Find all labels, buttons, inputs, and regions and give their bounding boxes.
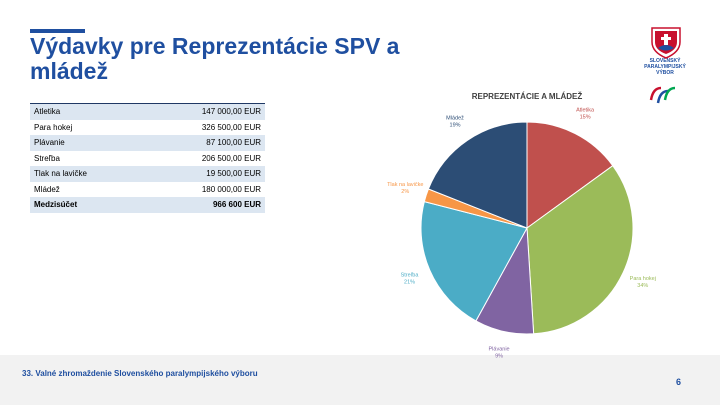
table-cell: Plávanie <box>34 138 65 148</box>
table-cell: Atletika <box>34 107 61 117</box>
slice-label: Atletika <box>576 107 595 113</box>
agitos <box>649 86 676 104</box>
slice-label: Para hokej <box>630 276 656 282</box>
table-row: Medzisúčet 966 600 EUR <box>30 197 265 213</box>
slice-value-label: 19% <box>450 123 461 129</box>
pie-slice <box>526 164 634 335</box>
table-row: Mládež 180 000,00 EUR <box>30 182 265 198</box>
table-row: Plávanie 87 100,00 EUR <box>30 135 265 151</box>
table-cell: Mládež <box>34 184 60 194</box>
chart-title: REPREZENTÁCIE A MLÁDEŽ <box>472 92 583 101</box>
pie-slice <box>427 121 528 229</box>
table-row: Atletika 147 000,00 EUR <box>30 103 265 120</box>
table-cell: Medzisúčet <box>34 200 78 210</box>
logo-line: VÝBOR <box>656 70 674 76</box>
slice-value-label: 9% <box>495 353 503 359</box>
logo-text: SLOVENSKÝ PARALYMPIJSKÝ VÝBOR <box>640 58 690 76</box>
table-cell: 19 500,00 EUR <box>206 169 261 179</box>
slice-value-label: 21% <box>404 279 415 285</box>
table-row: Streľba 206 500,00 EUR <box>30 151 265 167</box>
table-cell: Para hokej <box>34 122 73 132</box>
table-cell: 147 000,00 EUR <box>201 107 261 117</box>
slice-label: Streľba <box>401 272 420 278</box>
slide-title: Výdavky pre Reprezentácie SPV a mládež <box>30 33 400 84</box>
pie-slice <box>420 201 528 322</box>
footer-text: 33. Valné zhromaždenie Slovenského paral… <box>22 369 258 378</box>
pie-slice <box>526 121 614 229</box>
slice-value-label: 15% <box>580 114 591 120</box>
slice-label: Plávanie <box>489 346 510 352</box>
table-cell: 966 600 EUR <box>212 200 261 210</box>
table-row: Para hokej 326 500,00 EUR <box>30 120 265 136</box>
title-bar <box>30 29 85 33</box>
budget-table: Atletika 147 000,00 EUR Para hokej 326 500,… <box>30 103 265 213</box>
slice-label: Mládež <box>446 116 464 122</box>
table-cell: 180 000,00 EUR <box>201 184 261 194</box>
footer-band <box>0 355 720 405</box>
slice-value-label: 34% <box>637 283 648 289</box>
table-cell: 326 500,00 EUR <box>201 122 261 132</box>
slice-value-label: 2% <box>401 189 409 195</box>
table-cell: 206 500,00 EUR <box>201 153 261 163</box>
logo-shield <box>651 27 681 59</box>
table-row: Tlak na lavičke 19 500,00 EUR <box>30 166 265 182</box>
table-cell: 87 100,00 EUR <box>206 138 261 148</box>
table-cell: Streľba <box>34 153 60 163</box>
slice-label: Tlak na lavičke <box>387 182 423 188</box>
logo-line: SLOVENSKÝ <box>649 58 681 64</box>
logo-line: PARALYMPIJSKÝ <box>644 64 686 70</box>
table-cell: Tlak na lavičke <box>34 169 87 179</box>
page-number: 6 <box>676 377 682 387</box>
